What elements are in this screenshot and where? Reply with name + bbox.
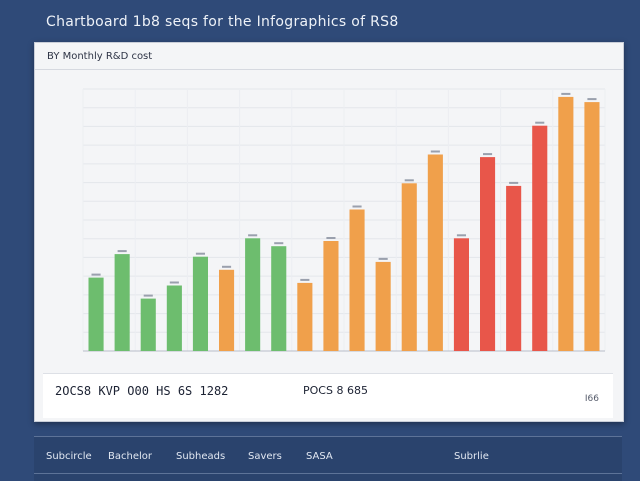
bar	[323, 241, 339, 351]
bar-value-marker	[248, 234, 258, 237]
bar-value-marker	[143, 294, 153, 297]
bar-value-marker	[274, 242, 284, 245]
bar	[584, 102, 600, 351]
bar	[480, 157, 496, 351]
bar-value-marker	[91, 273, 101, 276]
bar-value-marker	[195, 252, 205, 255]
page-title: Chartboard 1b8 seqs for the Infographics…	[46, 14, 399, 30]
bar-chart	[43, 83, 613, 403]
bar-value-marker	[169, 281, 179, 284]
summary-left-text: 2OCS8 KVP O00 HS 6S 1282	[55, 384, 229, 398]
bar	[140, 298, 156, 351]
bottom-cell-3[interactable]: Subheads	[176, 451, 226, 462]
bar	[166, 285, 182, 351]
bar	[532, 125, 548, 351]
bar-value-marker	[535, 121, 545, 124]
bar	[114, 254, 130, 351]
grid-layer	[82, 88, 606, 352]
bar-value-marker	[378, 257, 388, 260]
bar	[506, 185, 522, 351]
bar-value-marker	[430, 150, 440, 153]
bar-value-marker	[456, 234, 466, 237]
bottom-cell-1[interactable]: Subcircle	[46, 451, 92, 462]
bar-value-marker	[587, 98, 597, 101]
bar	[88, 277, 104, 351]
bottom-cell-4[interactable]: Savers	[248, 451, 282, 462]
card-divider	[35, 69, 623, 70]
bottom-table: Subcircle Bachelor Subheads Savers SASA …	[34, 436, 622, 481]
chart-card: BY Monthly R&D cost 2OCS8 KVP O00 HS 6S …	[34, 42, 624, 422]
card-title: BY Monthly R&D cost	[47, 51, 153, 62]
bar-value-marker	[509, 181, 519, 184]
summary-right-text: I66	[584, 394, 599, 404]
bar-value-marker	[404, 179, 414, 182]
bar	[219, 269, 235, 351]
bar-layer	[88, 92, 600, 352]
bottom-row-divider	[34, 473, 622, 474]
bar-value-marker	[300, 278, 310, 281]
bar	[245, 238, 261, 351]
bar-value-marker	[352, 205, 362, 208]
bar-value-marker	[561, 92, 571, 95]
bar-chart-svg	[82, 88, 606, 352]
bar-value-marker	[222, 265, 232, 268]
bar	[192, 256, 208, 351]
summary-mid-text: POCS 8 685	[303, 384, 368, 397]
bar	[558, 96, 574, 352]
bottom-cell-6[interactable]: Subrlie	[454, 451, 489, 462]
bar	[297, 282, 313, 351]
bar-value-marker	[117, 250, 127, 253]
bar-value-marker	[326, 237, 336, 239]
bar-value-marker	[483, 153, 493, 156]
bottom-cell-2[interactable]: Bachelor	[108, 451, 152, 462]
bar	[349, 209, 365, 351]
bottom-cell-5[interactable]: SASA	[306, 451, 333, 462]
bar	[401, 183, 417, 351]
bar	[453, 238, 469, 351]
summary-bar: 2OCS8 KVP O00 HS 6S 1282 POCS 8 685 I66	[43, 373, 613, 418]
bar	[427, 154, 443, 351]
bar	[375, 261, 391, 351]
bar	[271, 246, 287, 351]
